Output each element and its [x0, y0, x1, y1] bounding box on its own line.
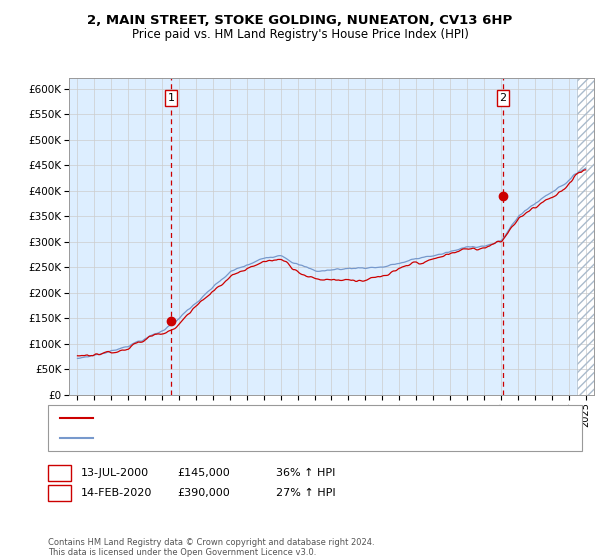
Text: Price paid vs. HM Land Registry's House Price Index (HPI): Price paid vs. HM Land Registry's House …: [131, 28, 469, 41]
Text: 13-JUL-2000: 13-JUL-2000: [81, 468, 149, 478]
Text: 2, MAIN STREET, STOKE GOLDING, NUNEATON, CV13 6HP: 2, MAIN STREET, STOKE GOLDING, NUNEATON,…: [88, 14, 512, 27]
Text: HPI: Average price, detached house, Hinckley and Bosworth: HPI: Average price, detached house, Hinc…: [98, 433, 391, 443]
Text: 1: 1: [56, 468, 63, 478]
Text: 14-FEB-2020: 14-FEB-2020: [81, 488, 152, 498]
Text: 36% ↑ HPI: 36% ↑ HPI: [276, 468, 335, 478]
Text: 2: 2: [499, 93, 506, 103]
Text: £145,000: £145,000: [177, 468, 230, 478]
Text: £390,000: £390,000: [177, 488, 230, 498]
Text: 2, MAIN STREET, STOKE GOLDING,  NUNEATON,  CV13 6HP (detached house): 2, MAIN STREET, STOKE GOLDING, NUNEATON,…: [98, 413, 474, 423]
Bar: [577, 78, 596, 395]
Text: Contains HM Land Registry data © Crown copyright and database right 2024.
This d: Contains HM Land Registry data © Crown c…: [48, 538, 374, 557]
Text: 1: 1: [167, 93, 175, 103]
Text: 27% ↑ HPI: 27% ↑ HPI: [276, 488, 335, 498]
Text: 2: 2: [56, 488, 63, 498]
Bar: [577, 78, 596, 395]
